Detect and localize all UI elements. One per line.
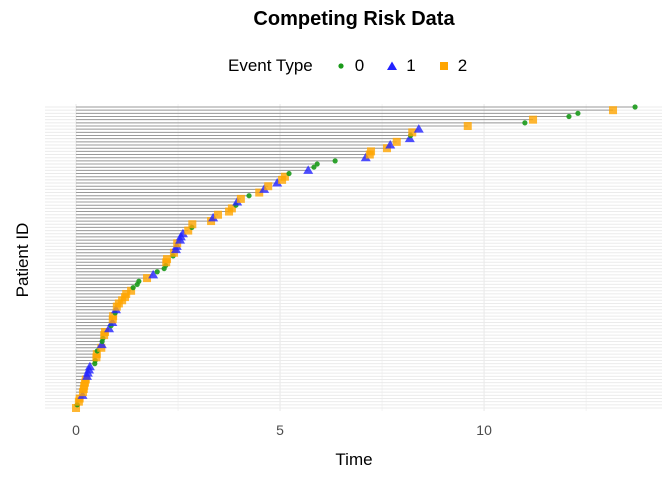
event-point-2	[408, 128, 417, 137]
event-point-2	[127, 286, 136, 295]
x-tick-label: 0	[72, 422, 80, 438]
legend: Event Type 0 1 2	[228, 56, 489, 76]
event-point-2	[227, 204, 236, 213]
event-point-2	[255, 188, 264, 197]
event-point-2	[122, 289, 131, 298]
event-point-2	[188, 220, 197, 229]
triangle-icon	[387, 61, 398, 70]
event-point-2	[264, 182, 273, 191]
event-point-0	[154, 269, 160, 275]
event-point-0	[246, 193, 252, 199]
event-point-1	[259, 184, 270, 193]
event-point-1	[84, 361, 95, 371]
event-point-2	[236, 194, 245, 203]
legend-item-2: 2	[438, 56, 467, 76]
event-point-1	[385, 140, 396, 149]
event-point-0	[575, 110, 581, 116]
event-point-2	[463, 122, 472, 131]
event-point-2	[214, 210, 223, 219]
square-icon	[439, 62, 448, 70]
event-point-0	[332, 158, 338, 164]
event-point-1	[104, 323, 115, 333]
x-tick-label: 10	[476, 422, 492, 438]
chart-title: Competing Risk Data	[253, 8, 455, 30]
event-point-1	[148, 269, 159, 279]
event-point-0	[314, 161, 320, 167]
event-point-1	[272, 178, 283, 187]
event-point-0	[522, 120, 528, 126]
event-point-2	[184, 226, 193, 235]
event-point-1	[413, 124, 424, 133]
event-point-2	[367, 147, 376, 156]
event-point-2	[109, 312, 118, 321]
x-axis-label: Time	[335, 450, 373, 469]
circle-icon	[338, 63, 344, 69]
event-point-0	[311, 164, 317, 170]
event-point-2	[392, 137, 401, 146]
event-point-1	[303, 165, 314, 174]
event-point-2	[529, 115, 538, 124]
event-point-1	[177, 228, 188, 238]
event-point-1	[208, 212, 219, 222]
event-point-2	[280, 172, 289, 181]
legend-title: Event Type	[228, 56, 313, 75]
event-point-2	[143, 274, 152, 283]
legend-label-2: 2	[457, 56, 468, 75]
event-point-0	[136, 278, 142, 284]
event-point-2	[92, 350, 101, 359]
y-axis-label: Patient ID	[13, 222, 32, 298]
event-point-0	[632, 104, 638, 110]
event-point-0	[130, 285, 136, 291]
legend-item-1: 1	[386, 56, 416, 76]
legend-label-1: 1	[406, 56, 416, 75]
event-point-0	[566, 113, 572, 120]
event-point-2	[72, 404, 81, 412]
x-tick-label: 5	[276, 422, 284, 438]
legend-item-0: 0	[335, 56, 364, 76]
legend-label-0: 0	[354, 56, 365, 75]
event-point-0	[286, 170, 292, 177]
event-point-1	[360, 152, 371, 162]
event-point-2	[609, 106, 618, 115]
event-point-2	[163, 255, 172, 264]
